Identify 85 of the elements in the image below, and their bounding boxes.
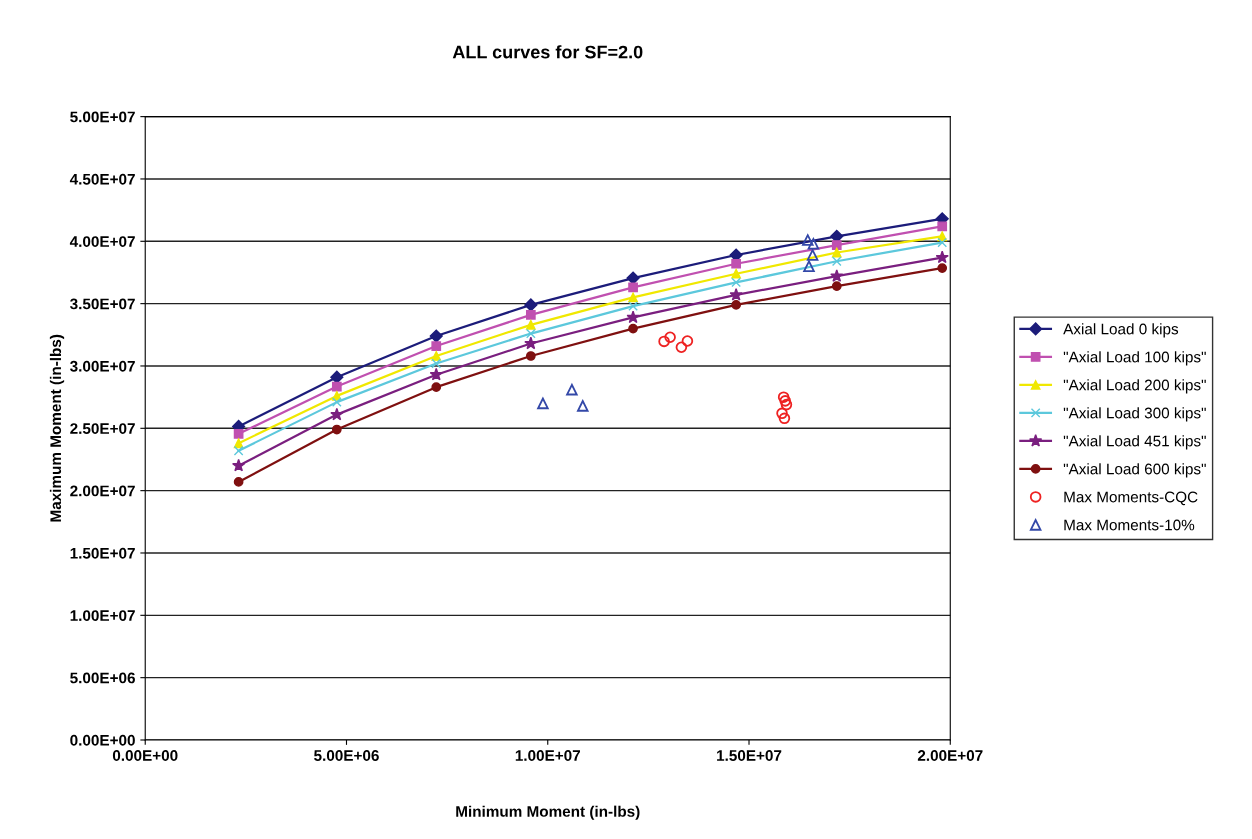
point [431, 341, 442, 351]
point [537, 397, 549, 410]
point [807, 238, 820, 250]
point [331, 424, 342, 435]
y-tick-label: 3.00E+07 [70, 360, 135, 372]
point [429, 329, 443, 343]
point [233, 428, 244, 439]
point [233, 445, 244, 456]
point [331, 397, 342, 407]
point [628, 301, 638, 311]
x-tick-label: 1.00E+07 [515, 750, 580, 761]
y-tick-label: 0.00E+00 [70, 734, 135, 746]
point [777, 391, 790, 403]
point [431, 358, 442, 369]
y-tick-label: 1.50E+07 [70, 547, 135, 559]
y-tick-label: 5.00E+07 [70, 111, 135, 123]
point [675, 341, 688, 354]
legend-label: Axial Load 0 kips [1063, 323, 1179, 338]
point [731, 258, 741, 269]
y-tick-label: 2.50E+07 [70, 423, 135, 434]
point [803, 260, 815, 272]
point [628, 323, 638, 334]
point [626, 310, 640, 324]
point [525, 351, 536, 361]
point [831, 247, 842, 258]
point [628, 282, 638, 293]
y-tick-label: 3.50E+07 [70, 298, 135, 310]
point [577, 400, 589, 412]
point [831, 256, 842, 267]
point [731, 268, 741, 279]
point [778, 412, 791, 425]
point [330, 407, 344, 421]
point [525, 328, 536, 339]
point [830, 269, 844, 282]
point [937, 263, 948, 273]
point [937, 221, 948, 232]
point [780, 398, 793, 411]
point [330, 370, 344, 384]
point [681, 335, 694, 347]
y-tick-label: 5.00E+06 [70, 672, 135, 684]
y-tick-label: 4.50E+07 [69, 173, 135, 185]
point [525, 319, 536, 330]
legend-label: "Axial Load 100 kips" [1063, 351, 1206, 366]
x-tick-label: 2.00E+07 [917, 750, 983, 761]
point [233, 477, 244, 487]
point [806, 249, 819, 261]
point [729, 287, 743, 301]
point [429, 367, 443, 381]
legend-label: Max Moments-CQC [1064, 491, 1198, 506]
point [233, 438, 244, 449]
point [776, 407, 788, 420]
point [731, 300, 741, 310]
point [628, 292, 638, 303]
y-tick-label: 1.00E+07 [70, 610, 135, 622]
point [802, 234, 814, 246]
point [779, 395, 792, 407]
x-tick-label: 5.00E+06 [314, 750, 379, 761]
y-tick-label: 2.00E+07 [70, 485, 135, 497]
point [525, 309, 536, 320]
x-axis-title: Minimum Moment (in-lbs) [456, 805, 640, 820]
point [331, 381, 342, 392]
chart-title: ALL curves for SF=2.0 [452, 45, 643, 59]
point [831, 240, 842, 250]
legend-label: Max Moments-10% [1064, 519, 1195, 531]
point [731, 277, 741, 288]
point [626, 271, 640, 285]
point [935, 250, 949, 264]
point [831, 281, 842, 292]
legend-label: "Axial Load 451 kips" [1063, 435, 1206, 450]
legend-label: "Axial Load 600 kips" [1063, 463, 1206, 478]
point [937, 237, 948, 248]
y-tick-label: 4.00E+07 [69, 236, 135, 247]
point [524, 336, 538, 350]
point [566, 383, 578, 396]
point [524, 298, 538, 312]
point [431, 351, 442, 361]
point [231, 458, 246, 472]
legend-label: "Axial Load 200 kips" [1063, 379, 1206, 394]
point [664, 331, 676, 344]
x-tick-label: 0.00E+00 [112, 750, 178, 761]
x-tick-label: 1.50E+07 [717, 750, 782, 761]
point [658, 335, 670, 348]
point [431, 382, 442, 393]
legend-label: "Axial Load 300 kips" [1063, 407, 1206, 422]
y-axis-title: Maximum Moment (in-lbs) [49, 334, 65, 522]
